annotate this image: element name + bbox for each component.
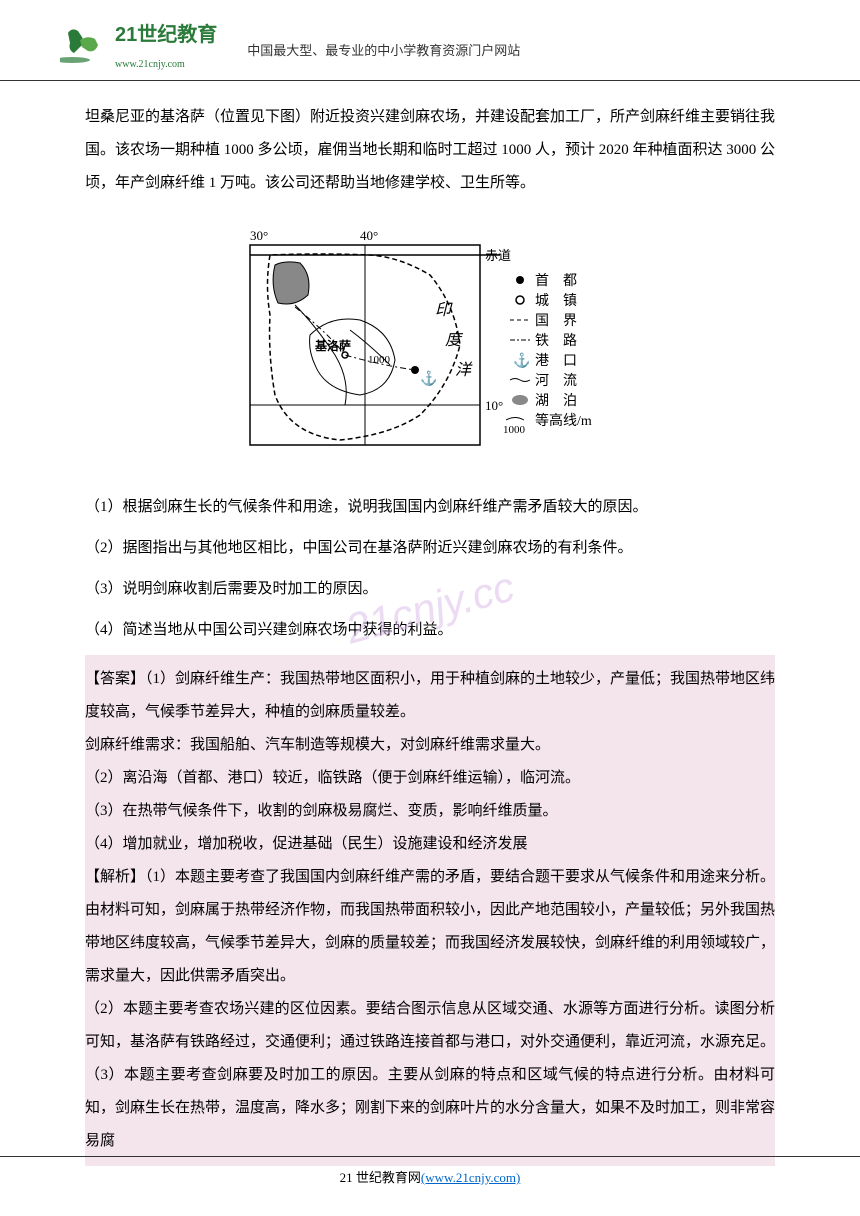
svg-text:1000: 1000 — [503, 424, 526, 436]
map-svg: 30° 40° 赤道 10° 1000 基洛萨 ⚓ 印 度 — [220, 215, 640, 465]
ocean-3: 洋 — [455, 361, 473, 379]
page-header: 21世纪教育 www.21cnjy.com 中国最大型、最专业的中小学教育资源门… — [0, 0, 860, 81]
equator-label: 赤道 — [485, 248, 511, 263]
svg-text:铁 路: 铁 路 — [535, 333, 577, 349]
header-subtitle: 中国最大型、最专业的中小学教育资源门户网站 — [247, 38, 520, 64]
lat-10: 10° — [485, 398, 503, 413]
ocean-1: 印 — [435, 301, 453, 319]
logo-text-cn: 21世纪教育 — [115, 24, 217, 46]
svg-text:⚓: ⚓ — [420, 370, 437, 387]
logo-url: www.21cnjy.com — [115, 55, 217, 75]
answer-1b: 剑麻纤维需求：我国船舶、汽车制造等规模大，对剑麻纤维需求量大。 — [85, 729, 775, 762]
svg-text:等高线/m: 等高线/m — [535, 412, 592, 429]
lon-40: 40° — [360, 228, 378, 243]
question-3: （3）说明剑麻收割后需要及时加工的原因。 — [85, 573, 775, 606]
svg-text:首 都: 首 都 — [535, 273, 577, 289]
map-container: 30° 40° 赤道 10° 1000 基洛萨 ⚓ 印 度 — [85, 215, 775, 476]
question-4: （4）简述当地从中国公司兴建剑麻农场中获得的利益。 — [85, 614, 775, 647]
page-footer: 21 世纪教育网(www.21cnjy.com) — [0, 1156, 860, 1191]
explanation-2: （2）本题主要考查农场兴建的区位因素。要结合图示信息从区域交通、水源等方面进行分… — [85, 993, 775, 1059]
svg-text:城 镇: 城 镇 — [535, 293, 577, 309]
logo-container: 21世纪教育 www.21cnjy.com — [60, 15, 217, 75]
answer-section: 【答案】（1）剑麻纤维生产：我国热带地区面积小，用于种植剑麻的土地较少，产量低；… — [85, 655, 775, 1166]
logo-icon — [60, 25, 110, 65]
svg-text:湖 泊: 湖 泊 — [535, 393, 577, 409]
intro-paragraph: 坦桑尼亚的基洛萨（位置见下图）附近投资兴建剑麻农场，并建设配套加工厂，所产剑麻纤… — [85, 101, 775, 200]
explanation-3: （3）本题主要考查剑麻要及时加工的原因。主要从剑麻的特点和区域气候的特点进行分析… — [85, 1059, 775, 1158]
contour-value: 1000 — [368, 354, 391, 366]
content-area: 坦桑尼亚的基洛萨（位置见下图）附近投资兴建剑麻农场，并建设配套加工厂，所产剑麻纤… — [0, 101, 860, 1166]
footer-text: 21 世纪教育网 — [340, 1170, 421, 1185]
legend: 首 都 城 镇 国 界 铁 路 ⚓ 港 口 河 流 湖 泊 1000 等高线/m — [503, 273, 592, 436]
lon-30: 30° — [250, 228, 268, 243]
svg-text:港 口: 港 口 — [535, 353, 577, 369]
answer-1: 【答案】（1）剑麻纤维生产：我国热带地区面积小，用于种植剑麻的土地较少，产量低；… — [85, 663, 775, 729]
question-2: （2）据图指出与其他地区相比，中国公司在基洛萨附近兴建剑麻农场的有利条件。 — [85, 532, 775, 565]
svg-text:⚓: ⚓ — [513, 352, 530, 369]
explanation-1: 【解析】（1）本题主要考查了我国国内剑麻纤维产需的矛盾，要结合题干要求从气候条件… — [85, 861, 775, 993]
footer-link[interactable]: (www.21cnjy.com) — [421, 1170, 520, 1185]
city-label: 基洛萨 — [314, 338, 351, 353]
answer-3: （3）在热带气候条件下，收割的剑麻极易腐烂、变质，影响纤维质量。 — [85, 795, 775, 828]
answer-4: （4）增加就业，增加税收，促进基础（民生）设施建设和经济发展 — [85, 828, 775, 861]
svg-text:河 流: 河 流 — [535, 373, 577, 389]
question-1: （1）根据剑麻生长的气候条件和用途，说明我国国内剑麻纤维产需矛盾较大的原因。 — [85, 491, 775, 524]
answer-2: （2）离沿海（首都、港口）较近，临铁路（便于剑麻纤维运输），临河流。 — [85, 762, 775, 795]
ocean-2: 度 — [445, 331, 464, 349]
svg-text:国 界: 国 界 — [535, 314, 577, 329]
